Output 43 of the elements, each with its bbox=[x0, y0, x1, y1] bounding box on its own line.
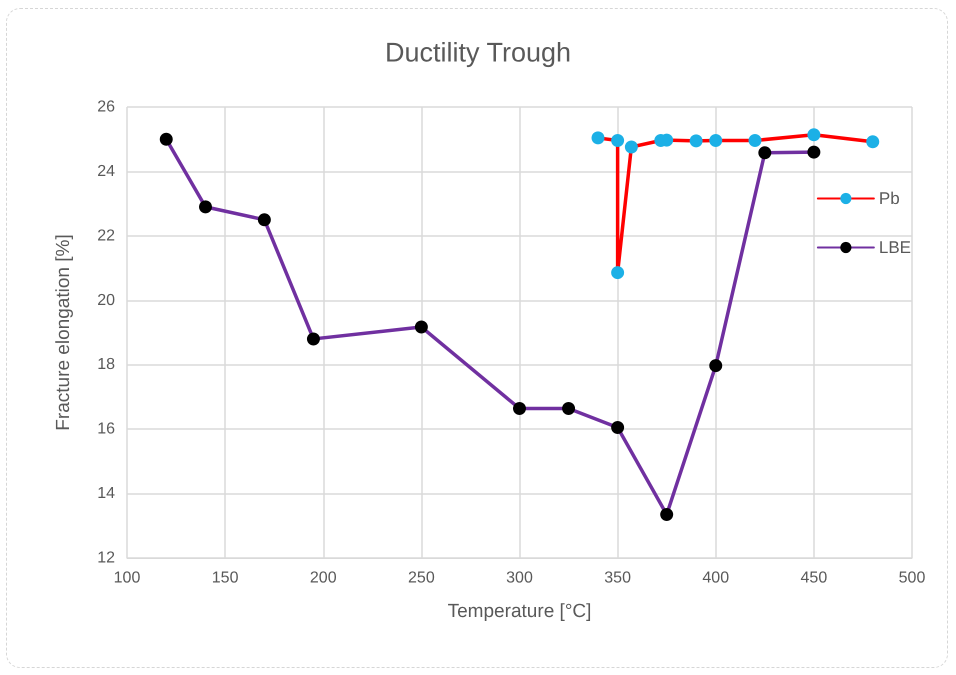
point bbox=[709, 134, 722, 147]
point bbox=[611, 266, 624, 280]
x-tick-label: 200 bbox=[310, 570, 337, 586]
point bbox=[624, 140, 638, 154]
point bbox=[690, 134, 703, 148]
y-tick-label: 24 bbox=[97, 162, 116, 180]
point bbox=[414, 320, 428, 334]
point bbox=[748, 134, 762, 147]
point bbox=[807, 146, 820, 159]
point bbox=[807, 128, 820, 142]
y-tick-label: 18 bbox=[97, 356, 116, 374]
point bbox=[306, 332, 320, 346]
point bbox=[592, 131, 604, 144]
y-tick-label: 26 bbox=[97, 98, 116, 116]
legend-label: LBE bbox=[878, 238, 912, 257]
y-axis-title: Fracture elongation [%] bbox=[53, 234, 74, 431]
point bbox=[709, 359, 722, 372]
x-tick-label: 450 bbox=[800, 570, 828, 586]
point bbox=[866, 135, 880, 148]
point bbox=[660, 508, 674, 522]
y-tick-label: 20 bbox=[97, 292, 116, 309]
point bbox=[258, 213, 271, 226]
x-tick-label: 500 bbox=[898, 570, 926, 586]
y-tick-label: 12 bbox=[97, 550, 116, 566]
x-tick-label: 350 bbox=[604, 570, 632, 586]
point bbox=[513, 402, 526, 416]
point bbox=[199, 200, 212, 214]
y-tick-label: 16 bbox=[97, 420, 116, 438]
point bbox=[758, 146, 772, 160]
x-axis-title: Temperature [°C] bbox=[448, 601, 592, 622]
x-tick-label: 150 bbox=[212, 570, 239, 586]
point bbox=[611, 421, 624, 434]
x-tick-label: 300 bbox=[506, 570, 533, 586]
x-tick-label: 250 bbox=[408, 570, 435, 586]
x-tick-label: 100 bbox=[114, 570, 140, 586]
chart-title: Ductility Trough bbox=[384, 38, 572, 68]
y-tick-label: 14 bbox=[97, 485, 116, 502]
point bbox=[562, 402, 576, 416]
legend-label: Pb bbox=[878, 189, 900, 208]
y-tick-label: 22 bbox=[97, 227, 116, 244]
x-tick-label: 400 bbox=[702, 570, 730, 586]
point bbox=[160, 132, 173, 146]
point bbox=[611, 134, 624, 147]
